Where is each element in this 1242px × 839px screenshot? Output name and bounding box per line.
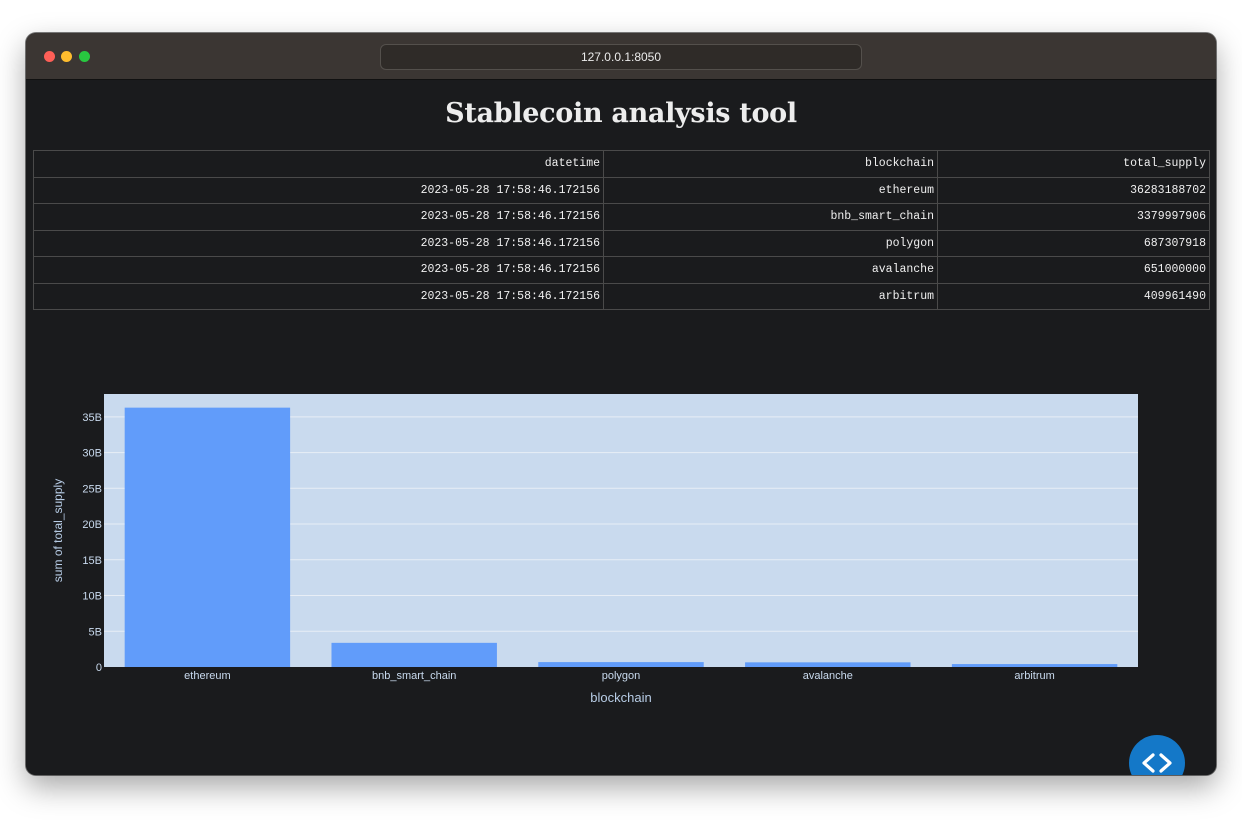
table-row: 2023-05-28 17:58:46.172156 arbitrum 4099… [33,282,1210,310]
cell-total-supply[interactable]: 651000000 [937,256,1210,284]
close-window-button[interactable] [44,51,55,62]
y-tick-labels: 0 5B 10B 15B 20B 25B 30B 35B [82,412,102,674]
page-title: Stablecoin analysis tool [445,98,797,129]
chart-svg: 0 5B 10B 15B 20B 25B 30B 35B ethereum bnb_smart_… [51,394,1138,705]
page-content: Stablecoin analysis tool datetime blockc… [26,80,1216,775]
cell-datetime[interactable]: 2023-05-28 17:58:46.172156 [33,229,604,257]
cell-datetime[interactable]: 2023-05-28 17:58:46.172156 [33,282,604,310]
cell-blockchain[interactable]: ethereum [603,176,938,204]
column-header-blockchain[interactable]: blockchain [603,150,938,178]
supply-bar-chart: 0 5B 10B 15B 20B 25B 30B 35B ethereum bnb_smart_… [26,370,1216,740]
x-tick-labels: ethereum bnb_smart_chain polygon avalanche a… [184,670,1055,682]
x-axis-title: blockchain [590,690,651,705]
table-row: 2023-05-28 17:58:46.172156 ethereum 3628… [33,176,1210,204]
bar-avalanche[interactable] [745,662,911,667]
supply-table: datetime blockchain total_supply 2023-05… [33,150,1210,310]
bar-ethereum[interactable] [124,407,291,667]
cell-datetime[interactable]: 2023-05-28 17:58:46.172156 [33,176,604,204]
y-tick-label: 25B [82,483,102,495]
cell-blockchain[interactable]: arbitrum [603,282,938,310]
dev-tools-button[interactable] [1129,735,1185,775]
cell-datetime[interactable]: 2023-05-28 17:58:46.172156 [33,203,604,231]
y-tick-label: 5B [89,626,102,638]
bar-bnb_smart_chain[interactable] [331,642,497,667]
cell-total-supply[interactable]: 409961490 [937,282,1210,310]
x-tick-label: bnb_smart_chain [372,670,456,682]
y-tick-label: 15B [82,555,102,567]
cell-blockchain[interactable]: bnb_smart_chain [603,203,938,231]
cell-blockchain[interactable]: avalanche [603,256,938,284]
cell-total-supply[interactable]: 3379997906 [937,203,1210,231]
table-row: 2023-05-28 17:58:46.172156 avalanche 651… [33,256,1210,284]
table-header-row: datetime blockchain total_supply [33,150,1210,178]
cell-total-supply[interactable]: 36283188702 [937,176,1210,204]
y-tick-label: 10B [82,591,102,603]
cell-datetime[interactable]: 2023-05-28 17:58:46.172156 [33,256,604,284]
y-tick-label: 35B [82,412,102,424]
minimize-window-button[interactable] [61,51,72,62]
table-row: 2023-05-28 17:58:46.172156 polygon 68730… [33,229,1210,257]
y-tick-label: 20B [82,519,102,531]
y-tick-label: 30B [82,448,102,460]
bars [124,407,1118,667]
cell-total-supply[interactable]: 687307918 [937,229,1210,257]
x-tick-label: arbitrum [1014,670,1054,682]
browser-window: 127.0.0.1:8050 Stablecoin analysis tool … [26,33,1216,775]
x-tick-label: avalanche [803,670,853,682]
x-tick-label: polygon [602,670,641,682]
table-row: 2023-05-28 17:58:46.172156 bnb_smart_cha… [33,203,1210,231]
browser-titlebar: 127.0.0.1:8050 [26,33,1216,80]
cell-blockchain[interactable]: polygon [603,229,938,257]
column-header-datetime[interactable]: datetime [33,150,604,178]
y-tick-label: 0 [96,662,102,674]
column-header-total-supply[interactable]: total_supply [937,150,1210,178]
y-axis-title: sum of total_supply [51,479,65,582]
code-brackets-icon [1142,753,1172,773]
x-tick-label: ethereum [184,670,230,682]
zoom-window-button[interactable] [79,51,90,62]
bar-polygon[interactable] [538,662,704,667]
address-bar[interactable]: 127.0.0.1:8050 [380,44,862,70]
bar-arbitrum[interactable] [951,664,1118,667]
